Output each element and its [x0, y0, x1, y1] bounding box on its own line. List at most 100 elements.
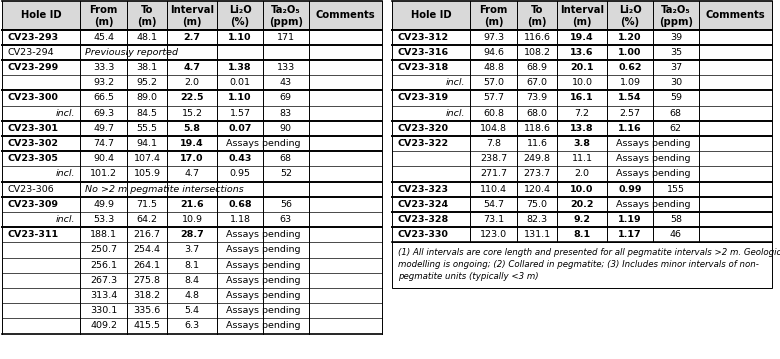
- Text: 83: 83: [280, 109, 292, 118]
- Text: 68.0: 68.0: [526, 109, 548, 118]
- Text: Assays pending: Assays pending: [225, 321, 300, 330]
- Text: CV23-309: CV23-309: [7, 200, 58, 209]
- Text: 82.3: 82.3: [526, 215, 548, 224]
- Bar: [392, 166, 772, 182]
- Bar: [2, 151, 382, 166]
- Bar: [392, 106, 772, 121]
- Text: 250.7: 250.7: [90, 246, 117, 255]
- Text: 2.7: 2.7: [183, 33, 200, 42]
- Text: CV23-312: CV23-312: [397, 33, 448, 42]
- Bar: [392, 90, 772, 106]
- Text: 69: 69: [280, 93, 292, 102]
- Text: 8.1: 8.1: [185, 261, 200, 270]
- Text: Hole ID: Hole ID: [410, 10, 451, 20]
- Bar: [392, 227, 772, 242]
- Text: (m): (m): [183, 17, 202, 27]
- Text: Hole ID: Hole ID: [20, 10, 61, 20]
- Bar: [392, 75, 772, 90]
- Text: 1.10: 1.10: [229, 33, 252, 42]
- Text: 254.4: 254.4: [133, 246, 161, 255]
- Bar: [2, 166, 382, 182]
- Text: CV23-324: CV23-324: [397, 200, 448, 209]
- Text: 2.0: 2.0: [575, 169, 590, 178]
- Text: Assays pending: Assays pending: [615, 200, 690, 209]
- Bar: [2, 75, 382, 90]
- Text: CV23-323: CV23-323: [397, 185, 448, 194]
- Text: 43: 43: [280, 78, 292, 87]
- Text: (m): (m): [137, 17, 157, 27]
- Text: 35: 35: [670, 48, 682, 57]
- Text: CV23-305: CV23-305: [7, 154, 58, 163]
- Text: incl.: incl.: [55, 215, 75, 224]
- Text: 20.2: 20.2: [570, 200, 594, 209]
- Text: CV23-328: CV23-328: [397, 215, 448, 224]
- Text: 9.2: 9.2: [573, 215, 590, 224]
- Text: CV23-299: CV23-299: [7, 63, 58, 72]
- Text: 330.1: 330.1: [90, 306, 117, 315]
- Text: 55.5: 55.5: [136, 124, 158, 133]
- Text: 52: 52: [280, 169, 292, 178]
- Text: 0.62: 0.62: [619, 63, 642, 72]
- Text: 71.5: 71.5: [136, 200, 158, 209]
- Text: 8.4: 8.4: [185, 276, 200, 285]
- Bar: [2, 29, 382, 45]
- Text: Li₂O: Li₂O: [619, 5, 641, 15]
- Text: To: To: [141, 5, 154, 15]
- Bar: [2, 212, 382, 227]
- Text: 116.6: 116.6: [523, 33, 551, 42]
- Text: 74.7: 74.7: [93, 139, 114, 148]
- Text: 104.8: 104.8: [480, 124, 507, 133]
- Text: 10.0: 10.0: [572, 78, 593, 87]
- Text: (m): (m): [573, 17, 592, 27]
- Text: (ppm): (ppm): [269, 17, 303, 27]
- Text: 108.2: 108.2: [523, 48, 551, 57]
- Text: Interval: Interval: [560, 5, 604, 15]
- Text: 94.6: 94.6: [483, 48, 504, 57]
- Text: 30: 30: [670, 78, 682, 87]
- Text: 4.8: 4.8: [185, 291, 200, 300]
- Text: 33.3: 33.3: [93, 63, 115, 72]
- Text: 120.4: 120.4: [523, 185, 551, 194]
- Text: CV23-311: CV23-311: [7, 230, 58, 239]
- Bar: [392, 60, 772, 75]
- Text: Assays pending: Assays pending: [225, 291, 300, 300]
- Text: 335.6: 335.6: [133, 306, 161, 315]
- Text: 48.8: 48.8: [483, 63, 504, 72]
- Text: Comments: Comments: [316, 10, 375, 20]
- Text: (1) All intervals are core length and presented for all pegmatite intervals >2 m: (1) All intervals are core length and pr…: [398, 248, 780, 281]
- Bar: [2, 227, 382, 242]
- Text: (m): (m): [527, 17, 547, 27]
- Text: Assays pending: Assays pending: [225, 261, 300, 270]
- Text: 1.09: 1.09: [619, 78, 640, 87]
- Text: CV23-318: CV23-318: [397, 63, 448, 72]
- Text: 107.4: 107.4: [133, 154, 161, 163]
- Text: 275.8: 275.8: [133, 276, 161, 285]
- Text: CV23-330: CV23-330: [397, 230, 448, 239]
- Text: 171: 171: [277, 33, 295, 42]
- Text: 273.7: 273.7: [523, 169, 551, 178]
- Text: 13.6: 13.6: [570, 48, 594, 57]
- Text: 4.7: 4.7: [185, 169, 200, 178]
- Text: 15.2: 15.2: [182, 109, 203, 118]
- Text: 1.16: 1.16: [619, 124, 642, 133]
- Text: 7.8: 7.8: [486, 139, 501, 148]
- Text: Assays pending: Assays pending: [225, 246, 300, 255]
- Text: 19.4: 19.4: [570, 33, 594, 42]
- Text: From: From: [480, 5, 508, 15]
- Text: 0.07: 0.07: [229, 124, 252, 133]
- Text: 409.2: 409.2: [90, 321, 117, 330]
- Text: 1.54: 1.54: [619, 93, 642, 102]
- Text: 318.2: 318.2: [133, 291, 161, 300]
- Text: 11.1: 11.1: [572, 154, 593, 163]
- Text: 75.0: 75.0: [526, 200, 548, 209]
- Text: CV23-320: CV23-320: [397, 124, 448, 133]
- Bar: [392, 151, 772, 166]
- Text: 90.4: 90.4: [93, 154, 114, 163]
- Text: 1.10: 1.10: [229, 93, 252, 102]
- Text: 53.3: 53.3: [93, 215, 114, 224]
- Text: 1.57: 1.57: [229, 109, 250, 118]
- Bar: [2, 121, 382, 136]
- Text: CV23-301: CV23-301: [7, 124, 58, 133]
- Text: 415.5: 415.5: [133, 321, 161, 330]
- Bar: [392, 242, 772, 288]
